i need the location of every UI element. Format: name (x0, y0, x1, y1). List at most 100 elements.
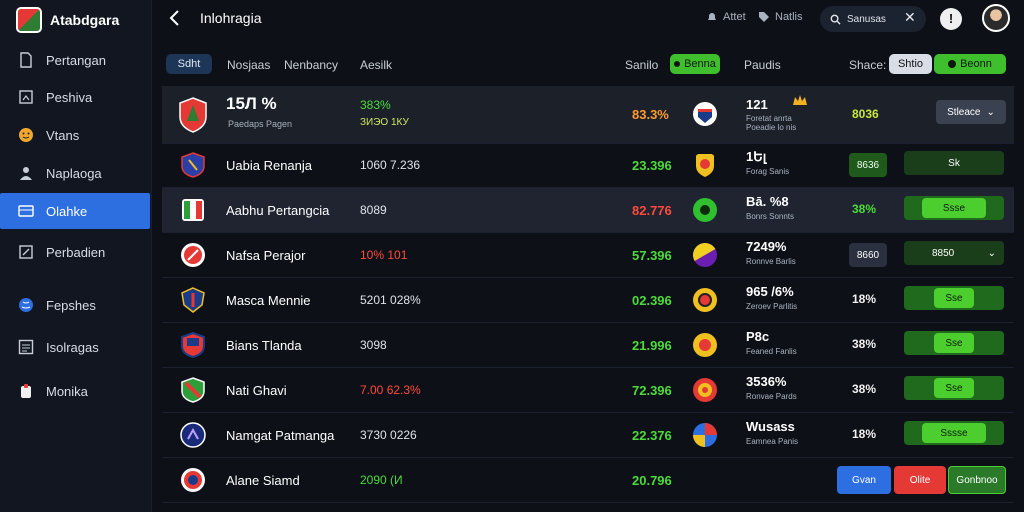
team-name: Masca Mennie (226, 292, 311, 308)
tab-nenbancy[interactable]: Nenbancy (284, 58, 339, 72)
result-percent: 8036 (852, 107, 879, 121)
opponent-name: 121 (746, 97, 768, 112)
result-percent: 38% (852, 337, 877, 351)
team-subtitle: Paedaps Pagen (228, 119, 293, 129)
row-action-button[interactable]: Sse (904, 376, 1004, 400)
segment-option[interactable]: Shtio (889, 54, 932, 74)
opponent-name: 7249% (746, 239, 787, 254)
result-percent: 18% (852, 427, 877, 441)
filter-chip[interactable]: Sdht (166, 54, 212, 74)
table-row[interactable]: Aabhu Pertangcia 8089 82.776 Bā. %8 Bonr… (162, 188, 1014, 233)
sidebar-item-vtans[interactable]: Vtans (0, 117, 150, 153)
header-link-notices[interactable]: Natlis (758, 11, 803, 23)
red-button[interactable]: Olite (894, 466, 946, 494)
table-row[interactable]: Namgat Patmanga 3730 0226 22.376 Wusass … (162, 413, 1014, 458)
row-action-button[interactable]: Sse (904, 331, 1004, 355)
page-title: Inlohragia (200, 10, 262, 26)
row-action-button[interactable]: Sse (904, 286, 1004, 310)
row-action-button[interactable]: Ssse (904, 196, 1004, 220)
sidebar-item-label: Vtans (46, 127, 80, 143)
sidebar-item-peshiva[interactable]: Peshiva (0, 79, 150, 115)
avatar[interactable] (982, 4, 1010, 32)
toggle-label: Benna (684, 58, 716, 70)
row-action-label: Sse (934, 378, 974, 398)
sidebar-item-naplaoga[interactable]: Naplaoga (0, 155, 150, 191)
row-select[interactable]: 8850 ⌄ (904, 241, 1004, 265)
row-action-button[interactable]: Sk (904, 151, 1004, 175)
crest-icon (181, 468, 205, 492)
table-row[interactable]: Uabia Renanja 1060 7.236 23.396 1Ել Fora… (162, 143, 1014, 188)
table-row[interactable]: Masca Mennie 5201 028% 02.396 965 /6% Ze… (162, 278, 1014, 323)
brand[interactable]: Atabdgara (16, 6, 119, 34)
sidebar-item-olahke[interactable]: Olahke (0, 193, 150, 229)
crest-icon (181, 152, 205, 178)
team-stat: 7.00 62.3% (360, 383, 421, 397)
sidebar-item-pertangan[interactable]: Pertangan (0, 42, 150, 78)
shace-label: Shace: (849, 58, 887, 72)
row-action-label: Sssse (922, 423, 986, 443)
search-input[interactable]: Sanusas (820, 6, 926, 32)
sidebar-item-monika[interactable]: Monika (0, 373, 150, 409)
doc-icon (20, 52, 32, 68)
opponent-subtitle: Forag Sanis (746, 167, 790, 176)
blue-button[interactable]: Gvan (837, 466, 891, 494)
sidebar-item-label: Monika (46, 383, 88, 399)
toggle-button[interactable]: Benna (670, 54, 720, 74)
opponent-name: Bā. %8 (746, 194, 789, 209)
opponent-name: 1Ել (746, 149, 767, 164)
app-name: Atabdgara (50, 12, 120, 28)
sidebar-item-perbadien[interactable]: Perbadien (0, 234, 150, 270)
tag-icon (759, 12, 769, 22)
row-action-label: Ssse (922, 198, 986, 218)
table-row[interactable]: Nati Ghavi 7.00 62.3% 72.396 3536% Ronva… (162, 368, 1014, 413)
tab-nosjaas[interactable]: Nosjaas (227, 58, 271, 72)
opponent-subtitle: Bonrs Sonnts (746, 212, 795, 221)
team-stat: 8089 (360, 203, 387, 217)
crest-icon (181, 332, 205, 358)
back-arrow-icon[interactable] (168, 9, 182, 27)
opponent-subtitle-2: Poeadie lo nis (746, 123, 797, 132)
win-percent: 72.396 (632, 382, 672, 398)
header-link-alert[interactable]: Attet (706, 11, 746, 23)
sidebar-item-label: Pertangan (46, 52, 106, 68)
opponent-name: Wusass (746, 419, 795, 434)
table-row[interactable]: 15Л % Paedaps Pagen 383% ЗИЭО 1КУ 83.3% … (162, 86, 1014, 144)
row-action-label: Sse (934, 288, 974, 308)
win-percent: 02.396 (632, 292, 672, 308)
table-row[interactable]: Nafsa Perajor 10% 101 57.396 7249% Ronnv… (162, 233, 1014, 278)
opponent-crest-icon (696, 154, 714, 177)
toolbar: Sdht Nosjaas Nenbancy Aesilk Sanilo Benn… (152, 48, 1024, 82)
opponent-crest-icon (693, 378, 717, 402)
green-button[interactable]: Gonbnoo (948, 466, 1006, 494)
tab-aesilk[interactable]: Aesilk (360, 58, 393, 72)
crest-icon (180, 422, 206, 448)
team-name: Alane Siamd (226, 472, 300, 488)
plus-icon (948, 60, 957, 68)
close-icon[interactable]: ✕ (904, 9, 916, 25)
opponent-name: 3536% (746, 374, 787, 389)
team-stat: 3730 0226 (360, 428, 417, 442)
win-percent: 57.396 (632, 247, 672, 263)
table-row[interactable]: Alane Siamd 2090 (И 20.796 Gvan Olite Go… (162, 458, 1014, 503)
search-value: Sanusas (847, 13, 886, 25)
info-icon[interactable]: ! (940, 8, 962, 30)
segment-option-active[interactable]: Beonn (934, 54, 1006, 74)
header-link-label: Attet (723, 11, 746, 23)
row-select[interactable]: Stleace ⌄ (936, 100, 1006, 124)
sidebar-item-fepshes[interactable]: Fepshes (0, 287, 150, 323)
row-action-button[interactable]: Sssse (904, 421, 1004, 445)
bell-icon (708, 13, 716, 20)
chevron-down-icon: ⌄ (987, 247, 996, 259)
team-name: Namgat Patmanga (226, 427, 335, 443)
sidebar-item-isolragas[interactable]: Isolragas (0, 329, 150, 365)
segment-label: Beonn (960, 58, 992, 70)
team-stat: 10% 101 (360, 248, 408, 262)
header-link-label: Natlis (775, 11, 803, 23)
app-logo-icon (16, 7, 42, 33)
paudis-label: Paudis (744, 58, 781, 72)
frame-icon (19, 90, 33, 104)
opponent-subtitle: Foretat anrta (746, 114, 792, 123)
opponent-subtitle: Ronvae Pards (746, 392, 797, 401)
table-row[interactable]: Bians Tlanda 3098 21.996 P8c Feaned Fanl… (162, 323, 1014, 368)
header: Inlohragia Attet Natlis Sanusas ✕ ! (152, 0, 1024, 38)
